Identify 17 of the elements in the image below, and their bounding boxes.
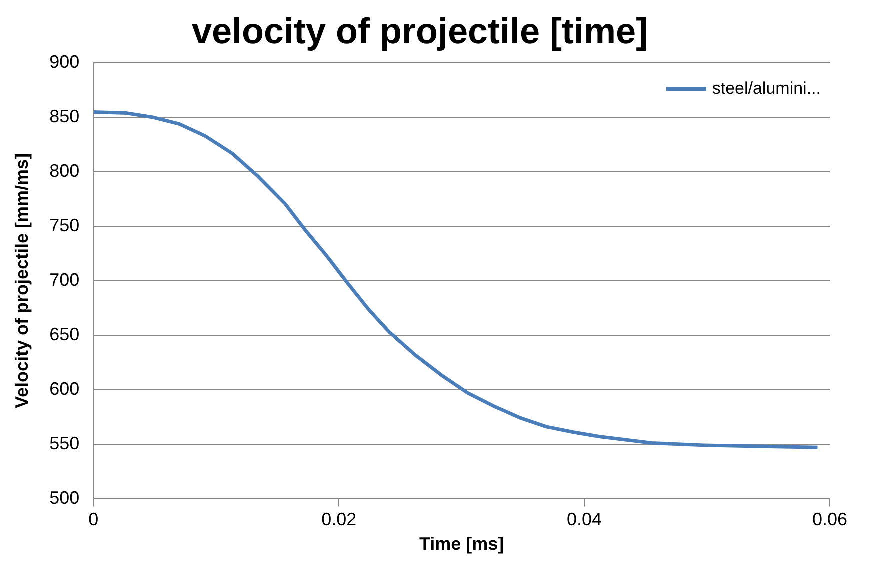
x-tick-label: 0.06 bbox=[812, 510, 848, 530]
chart-title: velocity of projectile [time] bbox=[192, 10, 648, 52]
y-tick-label: 500 bbox=[50, 488, 80, 508]
y-tick-label: 750 bbox=[50, 216, 80, 236]
y-tick-label: 850 bbox=[50, 106, 80, 127]
y-tick-label: 650 bbox=[50, 324, 80, 344]
x-tick-label: 0.02 bbox=[322, 510, 357, 530]
y-axis-title: Velocity of projectile [mm/ms] bbox=[12, 153, 32, 409]
x-axis-title: Time [ms] bbox=[419, 534, 504, 554]
y-tick-label: 700 bbox=[50, 270, 80, 290]
x-tick-label: 0.04 bbox=[567, 510, 602, 530]
y-tick-label: 900 bbox=[50, 52, 80, 72]
y-tick-label: 800 bbox=[50, 161, 80, 182]
y-tick-label: 600 bbox=[50, 378, 80, 399]
legend-label: steel/alumini... bbox=[712, 78, 822, 98]
x-tick-label: 0 bbox=[88, 510, 99, 530]
y-tick-label: 550 bbox=[50, 433, 80, 454]
